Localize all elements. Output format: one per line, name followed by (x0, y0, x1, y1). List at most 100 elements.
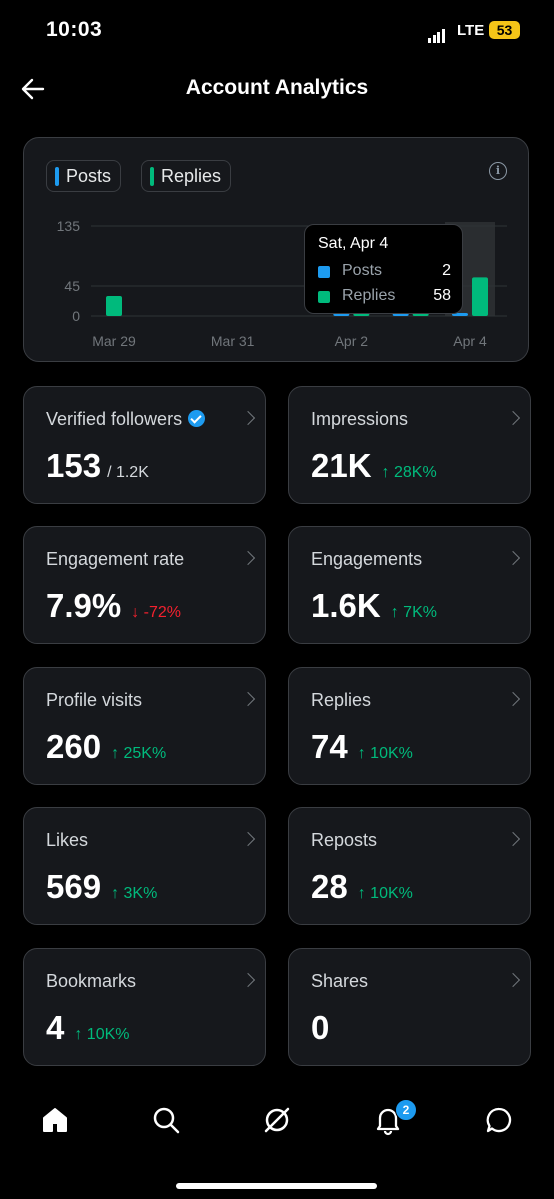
metric-number: 153 (46, 447, 102, 484)
legend-replies-chip[interactable]: Replies (141, 160, 232, 192)
metric-number: 260 (46, 728, 102, 765)
network-label: LTE (457, 22, 485, 39)
metric-number: 74 (311, 728, 348, 765)
chevron-right-icon (240, 550, 256, 566)
bar-replies-apr-4 (472, 277, 488, 316)
metric-delta: ↑ 28K% (381, 464, 437, 481)
legend-posts-label: Posts (66, 166, 112, 186)
messages-icon[interactable] (483, 1104, 515, 1136)
chevron-right-icon (505, 831, 521, 847)
metric-delta: ↑ 3K% (111, 885, 158, 902)
y-tick-label: 45 (64, 278, 80, 294)
metric-value: 569 ↑ 3K% (46, 868, 157, 906)
metric-delta: ↑ 7K% (390, 604, 437, 621)
metric-value: 260 ↑ 25K% (46, 728, 166, 766)
metric-label: Reposts (311, 830, 378, 850)
metric-card-verified-followers[interactable]: Verified followers 153 / 1.2K (23, 386, 266, 504)
metric-card-engagements[interactable]: Engagements 1.6K ↑ 7K% (288, 526, 531, 644)
metric-card-bookmarks[interactable]: Bookmarks 4 ↑ 10K% (23, 948, 266, 1066)
chevron-right-icon (505, 691, 521, 707)
metric-delta: ↓ -72% (131, 604, 182, 621)
metric-total: / 1.2K (107, 464, 149, 481)
metric-label: Engagement rate (46, 549, 185, 569)
bar-replies-mar-29 (106, 296, 122, 316)
grok-icon[interactable] (261, 1104, 293, 1136)
metric-card-reposts[interactable]: Reposts 28 ↑ 10K% (288, 807, 531, 925)
replies-color-swatch (318, 291, 330, 303)
home-indicator (176, 1183, 377, 1189)
chevron-right-icon (240, 972, 256, 988)
metric-value: 21K ↑ 28K% (311, 447, 437, 485)
x-tick-label: Apr 2 (335, 333, 369, 349)
x-tick-label: Mar 31 (211, 333, 255, 349)
chart-tooltip: Sat, Apr 4 Posts 2 Replies 58 (304, 224, 463, 314)
metric-value: 74 ↑ 10K% (311, 728, 413, 766)
metric-label: Likes (46, 830, 89, 850)
page-title: Account Analytics (185, 76, 369, 99)
metric-number: 28 (311, 868, 348, 905)
chart-card: Posts Replies i 135 45 0 Mar 29 Mar 31 Apr 2 A… (23, 137, 529, 362)
legend-replies-label: Replies (161, 166, 222, 186)
metric-label: Verified followers (46, 409, 206, 430)
metric-number: 21K (311, 447, 372, 484)
metric-label: Profile visits (46, 690, 143, 710)
status-bar: 10:03 LTE 53 (0, 0, 554, 60)
tooltip-series-name: Replies (342, 287, 396, 304)
metric-delta: ↑ 10K% (357, 745, 413, 762)
verified-badge-icon (188, 410, 206, 427)
replies-color-swatch (150, 167, 154, 186)
notification-count-badge: 2 (395, 1099, 417, 1121)
tooltip-date: Sat, Apr 4 (318, 235, 389, 252)
signal-icon (428, 25, 446, 43)
y-tick-label: 135 (57, 218, 81, 234)
metric-number: 4 (46, 1009, 65, 1046)
metric-value: 1.6K ↑ 7K% (311, 587, 437, 625)
metric-value: 28 ↑ 10K% (311, 868, 413, 906)
metric-card-impressions[interactable]: Impressions 21K ↑ 28K% (288, 386, 531, 504)
metric-delta: ↑ 25K% (111, 745, 167, 762)
metric-number: 7.9% (46, 587, 122, 624)
chevron-right-icon (240, 691, 256, 707)
metric-card-shares[interactable]: Shares 0 (288, 948, 531, 1066)
metric-card-replies[interactable]: Replies 74 ↑ 10K% (288, 667, 531, 785)
tooltip-series-value: 58 (433, 287, 451, 304)
metric-value: 153 / 1.2K (46, 447, 149, 485)
chevron-right-icon (505, 972, 521, 988)
status-time: 10:03 (46, 18, 103, 41)
metric-value: 0 (311, 1009, 329, 1047)
tooltip-series-name: Posts (342, 262, 383, 279)
home-icon[interactable] (39, 1104, 71, 1136)
search-icon[interactable] (150, 1104, 182, 1136)
x-tick-label: Apr 4 (453, 333, 487, 349)
metric-value: 4 ↑ 10K% (46, 1009, 130, 1047)
chevron-right-icon (505, 410, 521, 426)
metric-number: 0 (311, 1009, 330, 1046)
metric-label: Bookmarks (46, 971, 137, 991)
legend-posts-chip[interactable]: Posts (46, 160, 122, 192)
notifications-icon[interactable] (372, 1104, 404, 1136)
tooltip-series-value: 2 (442, 262, 451, 279)
battery-icon: 53 (489, 21, 520, 39)
x-tick-label: Mar 29 (92, 333, 136, 349)
metric-label: Engagements (311, 549, 423, 569)
metric-label: Replies (311, 690, 372, 710)
posts-color-swatch (55, 167, 59, 186)
chevron-right-icon (240, 410, 256, 426)
chevron-right-icon (505, 550, 521, 566)
chevron-right-icon (240, 831, 256, 847)
metric-card-likes[interactable]: Likes 569 ↑ 3K% (23, 807, 266, 925)
back-arrow-icon[interactable] (20, 76, 46, 102)
posts-color-swatch (318, 266, 330, 278)
metric-delta: ↑ 10K% (357, 885, 413, 902)
metric-label: Shares (311, 971, 369, 991)
y-tick-label: 0 (72, 308, 80, 324)
metric-number: 1.6K (311, 587, 381, 624)
metric-value: 7.9% ↓ -72% (46, 587, 181, 625)
metric-delta: ↑ 10K% (74, 1026, 130, 1043)
bar-posts-apr-4 (452, 313, 468, 316)
metric-card-profile-visits[interactable]: Profile visits 260 ↑ 25K% (23, 667, 266, 785)
metric-number: 569 (46, 868, 102, 905)
metric-card-engagement-rate[interactable]: Engagement rate 7.9% ↓ -72% (23, 526, 266, 644)
metric-label: Impressions (311, 409, 409, 429)
info-icon[interactable]: i (489, 162, 507, 180)
